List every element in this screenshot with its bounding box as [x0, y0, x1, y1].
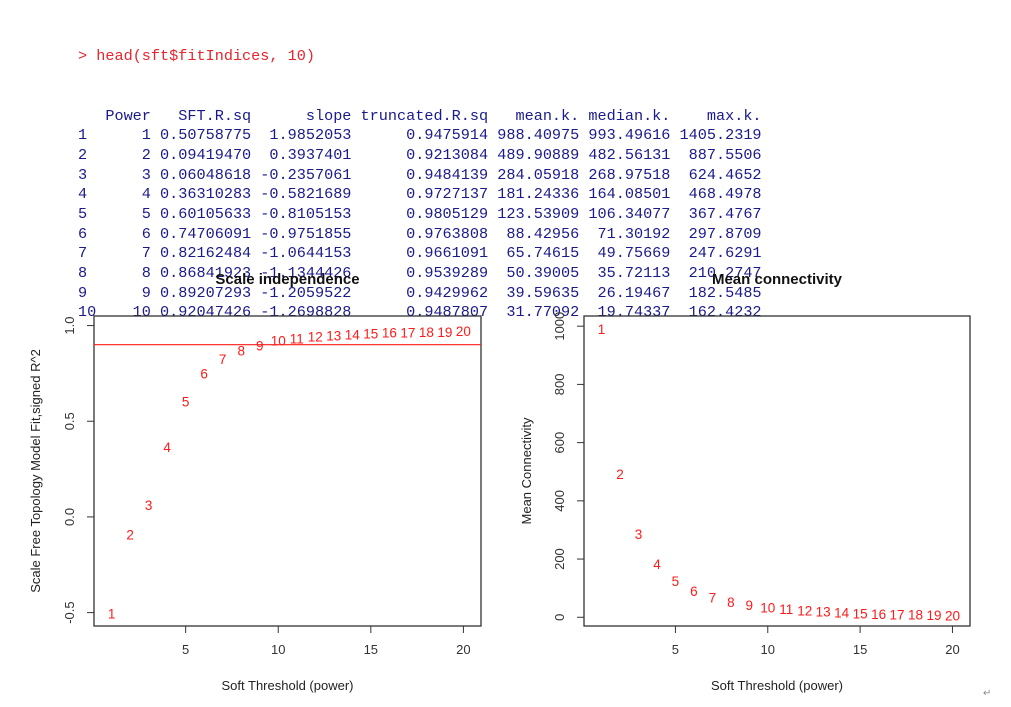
chart2-x-tick-label: 20: [945, 642, 959, 657]
chart2-point-label: 17: [890, 607, 905, 622]
table-row: 4 4 0.36310283 -0.5821689 0.9727137 181.…: [78, 185, 762, 204]
chart2-y-tick-label: 1000: [552, 312, 567, 341]
table-row: 8 8 0.86841923 -1.1344426 0.9539289 50.3…: [78, 264, 762, 282]
chart2-y-tick-label: 600: [552, 432, 567, 454]
chart2-point-label: 20: [945, 608, 960, 623]
chart1-x-axis-title: Soft Threshold (power): [222, 678, 354, 693]
chart1-y-axis-title: Scale Free Topology Model Fit,signed R^2: [28, 349, 43, 593]
chart2-point-label: 12: [797, 604, 812, 619]
table-row: 7 7 0.82162484 -1.0644153 0.9661091 65.7…: [78, 244, 762, 263]
chart1-point-label: 18: [419, 325, 434, 340]
chart2-point-label: 18: [908, 608, 923, 623]
chart2-point-label: 7: [709, 591, 717, 606]
chart2-point-label: 8: [727, 595, 735, 610]
table-row: 9 9 0.89207293 -1.2059522 0.9429962 39.5…: [78, 283, 762, 302]
chart2-point-label: 5: [672, 574, 680, 589]
chart2-plot-frame: [583, 315, 971, 627]
chart2-y-tick-label: 400: [552, 490, 567, 512]
chart1-plot-frame: [93, 315, 482, 627]
chart1-point-label: 3: [145, 498, 153, 513]
table-row: 6 6 0.74706091 -0.9751855 0.9763808 88.4…: [78, 224, 762, 243]
chart1-point-label: 17: [400, 325, 415, 340]
chart1-x-tick-label: 5: [182, 642, 189, 657]
chart1-point-label: 12: [308, 330, 323, 345]
chart1-point-label: 14: [345, 328, 361, 343]
table-row: 3 3 0.06048618 -0.2357061 0.9484139 284.…: [78, 165, 762, 184]
chart1-point-label: 16: [382, 326, 397, 341]
chart1-point-label: 4: [163, 440, 171, 455]
chart1-x-tick-label: 10: [271, 642, 285, 657]
table-row: 10 10 0.92047426 -1.2698828 0.9487807 31…: [78, 303, 762, 322]
chart2-y-axis-title: Mean Connectivity: [519, 417, 534, 524]
chart2-x-tick-label: 15: [853, 642, 867, 657]
chart2-x-tick-label: 10: [761, 642, 775, 657]
table-row: 5 5 0.60105633 -0.8105153 0.9805129 123.…: [78, 204, 762, 223]
chart2-point-label: 4: [653, 557, 661, 572]
chart2-y-tick-label: 200: [552, 548, 567, 570]
chart1-point-label: 6: [200, 366, 208, 381]
chart1-point-label: 7: [219, 352, 227, 367]
chart2-point-label: 16: [871, 607, 886, 622]
command-prompt: >: [78, 47, 97, 66]
table-row: 1 1 0.50758775 1.9852053 0.9475914 988.4…: [78, 126, 762, 145]
chart1-x-tick-label: 20: [456, 642, 470, 657]
chart1-point-label: 15: [363, 327, 378, 342]
chart2-point-label: 9: [746, 598, 754, 613]
table-header: Power SFT.R.sq slope truncated.R.sq mean…: [78, 106, 762, 125]
chart1-point-label: 2: [126, 527, 134, 542]
chart2-x-tick-label: 5: [672, 642, 679, 657]
chart1-point-label: 9: [256, 339, 264, 354]
chart1-point-label: 13: [326, 329, 341, 344]
chart2-point-label: 13: [816, 605, 831, 620]
r-console-output: > head(sft$fitIndices, 10) Power SFT.R.s…: [78, 8, 762, 343]
chart1-y-tick-label: 0.0: [62, 508, 77, 526]
chart2-x-axis-title: Soft Threshold (power): [711, 678, 843, 693]
fit-indices-table: Power SFT.R.sq slope truncated.R.sq mean…: [78, 107, 762, 324]
chart1-y-tick-label: 1.0: [62, 317, 77, 335]
chart1-point-label: 19: [437, 325, 452, 340]
table-row: 2 2 0.09419470 0.3937401 0.9213084 489.9…: [78, 145, 762, 164]
chart2-point-label: 2: [616, 467, 624, 482]
console-command-line: > head(sft$fitIndices, 10): [78, 47, 762, 67]
chart1-point-label: 10: [271, 333, 286, 348]
chart2-y-tick-label: 0: [552, 614, 567, 621]
chart1-point-label: 20: [456, 324, 471, 339]
chart2-point-label: 1: [598, 322, 606, 337]
chart1-y-tick-label: -0.5: [62, 601, 77, 623]
chart2-point-label: 15: [853, 606, 868, 621]
chart1-point-label: 1: [108, 607, 116, 622]
chart2-point-label: 11: [779, 602, 793, 617]
chart1-point-label: 8: [237, 343, 245, 358]
chart1-y-tick-label: 0.5: [62, 412, 77, 430]
chart2-y-tick-label: 800: [552, 374, 567, 396]
chart2-point-label: 14: [834, 606, 850, 621]
chart1-x-tick-label: 15: [364, 642, 378, 657]
chart2-point-label: 10: [760, 601, 775, 616]
chart2-point-label: 6: [690, 584, 698, 599]
chart1-title: Scale independence: [215, 271, 359, 288]
chart2-point-label: 3: [635, 527, 643, 542]
chart2-point-label: 19: [926, 608, 941, 623]
command-text: head(sft$fitIndices, 10): [96, 47, 315, 66]
chart2-title: Mean connectivity: [712, 271, 843, 288]
chart1-point-label: 11: [290, 331, 304, 346]
chart1-point-label: 5: [182, 394, 190, 409]
paragraph-return-mark: ↵: [983, 688, 992, 699]
